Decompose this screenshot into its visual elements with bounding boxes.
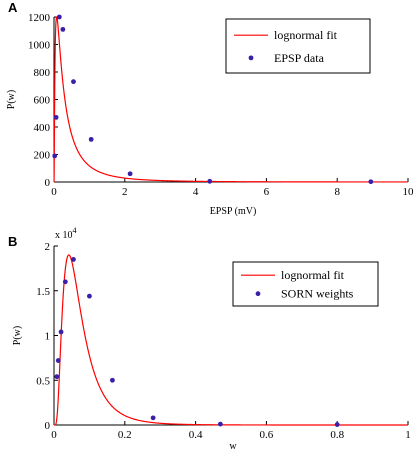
data-point (71, 79, 76, 85)
data-point (71, 257, 76, 262)
y-axis-title: P(w) (12, 326, 23, 345)
legend: lognormal fit SORN weights (232, 261, 379, 307)
y-tick-label: 1000 (28, 40, 51, 52)
x-axis-title: w (229, 441, 237, 452)
data-point (53, 114, 59, 120)
y-tick-label: 800 (34, 67, 51, 79)
data-point (110, 377, 115, 383)
y-tick-label: 1200 (28, 12, 51, 24)
legend-box (225, 18, 371, 74)
data-point (56, 14, 62, 20)
x-tick-label: 0 (51, 186, 57, 198)
legend-data-swatch (248, 55, 254, 61)
y-tick-label: 400 (34, 122, 51, 134)
y-tick-label: 0 (45, 420, 51, 432)
x-tick-label: 0.2 (118, 429, 132, 441)
y-tick-label: 1 (45, 331, 51, 343)
data-point (58, 329, 64, 335)
panel-letter: B (8, 234, 17, 249)
y-tick-label: 2 (45, 241, 51, 253)
x-tick-label: 1 (405, 429, 411, 441)
data-point (88, 136, 94, 142)
legend-fit-label: lognormal fit (274, 28, 338, 42)
y-tick-label: 0 (45, 177, 51, 189)
data-point (217, 421, 223, 427)
data-point (150, 415, 156, 421)
lognormal-fit-line (53, 16, 408, 183)
y-tick-label: 600 (34, 95, 51, 107)
panel-letter: A (8, 0, 18, 15)
data-point (368, 179, 374, 185)
x-tick-label: 2 (122, 186, 128, 198)
x-tick-label: 0.8 (330, 429, 344, 441)
chart-panel-B: B 0 0.2 0.4 0.6 0.8 1 0 0.5 1 1.5 2 x 104 w P(w) lognor… (8, 226, 411, 452)
legend-data-label: SORN weights (281, 287, 354, 301)
data-point (54, 374, 60, 380)
x-tick-label: 4 (193, 186, 199, 198)
x-tick-label: 10 (403, 186, 415, 198)
y-tick-label: 0.5 (36, 375, 50, 387)
legend-fit-label: lognormal fit (281, 268, 345, 282)
data-point (334, 422, 340, 427)
data-point (87, 293, 92, 299)
legend-box (232, 261, 379, 307)
x-tick-label: 0 (51, 429, 57, 441)
data-point (55, 358, 61, 363)
data-point (60, 26, 66, 32)
legend-data-swatch (255, 291, 261, 297)
y-axis-title: P(w) (6, 90, 17, 109)
x-tick-label: 0.6 (260, 429, 274, 441)
legend: lognormal fit EPSP data (225, 18, 371, 74)
legend-data-label: EPSP data (274, 51, 325, 65)
y-tick-label: 200 (34, 150, 51, 162)
x-axis-title: EPSP (mV) (210, 206, 257, 217)
data-point (207, 178, 213, 184)
y-exponent-label: x 104 (55, 226, 77, 241)
x-tick-label: 6 (264, 186, 270, 198)
data-point (62, 279, 68, 285)
data-point (127, 171, 133, 177)
chart-panel-A: A 0 2 4 6 8 10 0 200 400 600 800 1000 1200 EPSP (mV) P(… (6, 0, 414, 217)
x-tick-label: 8 (334, 186, 340, 198)
lognormal-fit-line (54, 254, 408, 426)
x-tick-label: 0.4 (189, 429, 203, 441)
y-tick-label: 1.5 (36, 286, 50, 298)
data-point (52, 153, 58, 159)
